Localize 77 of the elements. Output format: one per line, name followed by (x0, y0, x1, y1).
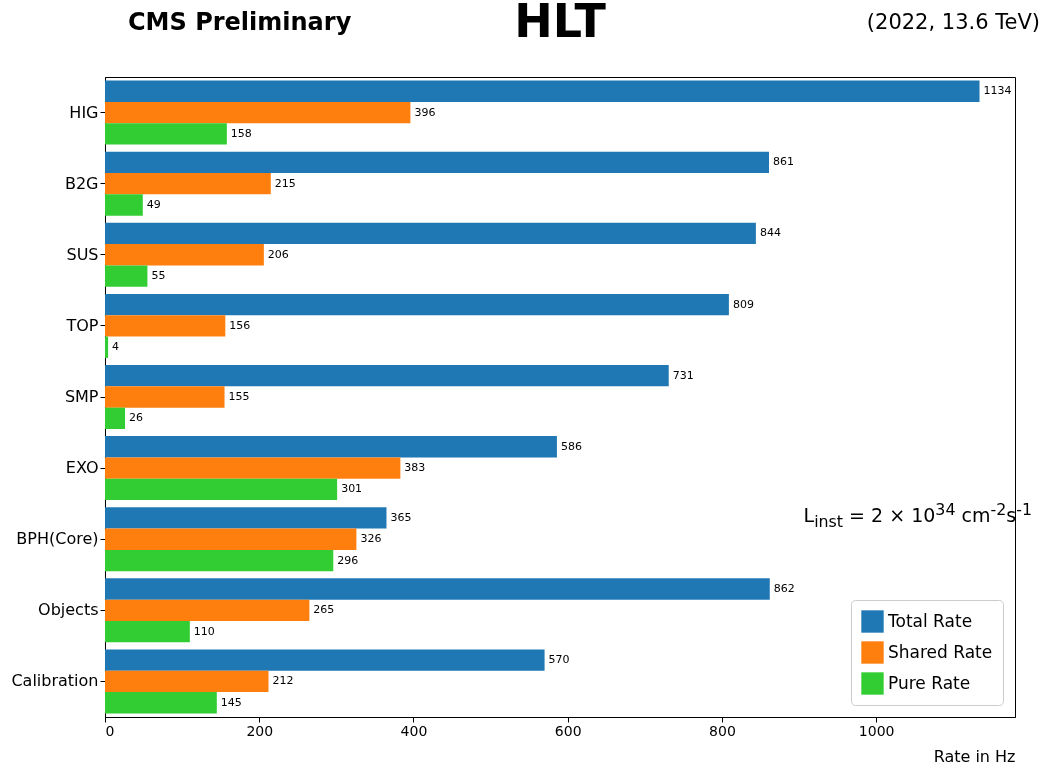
data-label: 365 (390, 510, 412, 524)
bar (105, 599, 310, 621)
data-label: 586 (560, 439, 582, 453)
data-label: 809 (732, 297, 754, 311)
data-label: 26 (129, 411, 144, 425)
x-tick-label: 800 (709, 722, 736, 739)
data-label: 383 (404, 461, 426, 475)
y-tick-label: SUS (66, 244, 99, 264)
data-label: 731 (672, 368, 694, 382)
data-label: 156 (229, 318, 251, 332)
bar (105, 265, 148, 287)
bar (105, 386, 225, 408)
bar (105, 436, 557, 458)
bar (105, 315, 226, 337)
text: CMS Preliminary (128, 8, 352, 36)
y-tick-label: BPH(Core) (16, 529, 99, 549)
y-tick-label: EXO (65, 458, 99, 478)
bar (105, 528, 357, 550)
data-label: 862 (773, 582, 795, 595)
bar (105, 578, 770, 600)
legend-label: Total Rate (887, 610, 973, 631)
bar (105, 549, 334, 572)
data-label: 49 (146, 198, 161, 211)
bar (105, 670, 269, 693)
bar (105, 101, 411, 124)
data-label: 212 (272, 674, 294, 688)
x-tick-label: 400 (400, 722, 428, 739)
data-label: 1134 (983, 84, 1012, 98)
bar (105, 365, 669, 387)
bar (105, 123, 227, 145)
data-label: 265 (313, 603, 335, 617)
bar (105, 244, 264, 266)
x-tick-label: 0 (105, 722, 115, 739)
y-tick-label: TOP (65, 315, 99, 335)
bar (105, 649, 545, 671)
data-label: 155 (228, 390, 250, 403)
bar (105, 478, 338, 501)
bar (105, 336, 109, 358)
bar (105, 407, 126, 429)
data-label: 55 (151, 269, 166, 283)
bar (105, 507, 387, 529)
data-label: 110 (193, 624, 215, 638)
bar (105, 173, 271, 195)
y-tick-label: SMP (64, 387, 99, 406)
data-label: 396 (414, 105, 436, 119)
bar (105, 151, 769, 173)
legend-label: Shared Rate (888, 641, 993, 662)
x-axis-title: Rate in Hz (933, 746, 1016, 766)
data-label: 570 (548, 653, 570, 667)
data-label: 215 (274, 176, 296, 190)
data-label: 326 (360, 532, 382, 546)
data-label: 206 (267, 247, 289, 261)
x-tick-label: 200 (246, 722, 274, 739)
bar (105, 80, 980, 102)
data-label: 844 (759, 226, 781, 240)
data-label: 301 (341, 482, 363, 496)
y-tick-label: Objects (38, 600, 99, 620)
bar (105, 293, 729, 316)
chart-title: HLT (514, 0, 607, 48)
data-label: 158 (230, 126, 252, 140)
data-label: 4 (112, 340, 120, 354)
data-label: 296 (337, 553, 359, 567)
legend-label: Pure Rate (888, 672, 971, 693)
x-tick-label: 1000 (858, 722, 895, 739)
y-tick-label: B2G (64, 173, 99, 193)
y-tick-label: HIG (69, 102, 99, 122)
y-tick-label: Calibration (11, 671, 99, 691)
bar (105, 457, 401, 479)
data-label: 145 (220, 695, 242, 709)
annotation: L$_{inst}$ = 2 × 10$^{34}$ cm$^{-2}$s$^{-1}$ (803, 500, 1032, 532)
bar (105, 692, 217, 714)
bar (105, 621, 190, 643)
bar (105, 222, 756, 245)
data-label: 861 (772, 155, 794, 169)
text: (2022, 13.6 TeV) (866, 10, 1040, 34)
x-tick-label: 600 (554, 722, 582, 739)
bar (105, 194, 143, 216)
